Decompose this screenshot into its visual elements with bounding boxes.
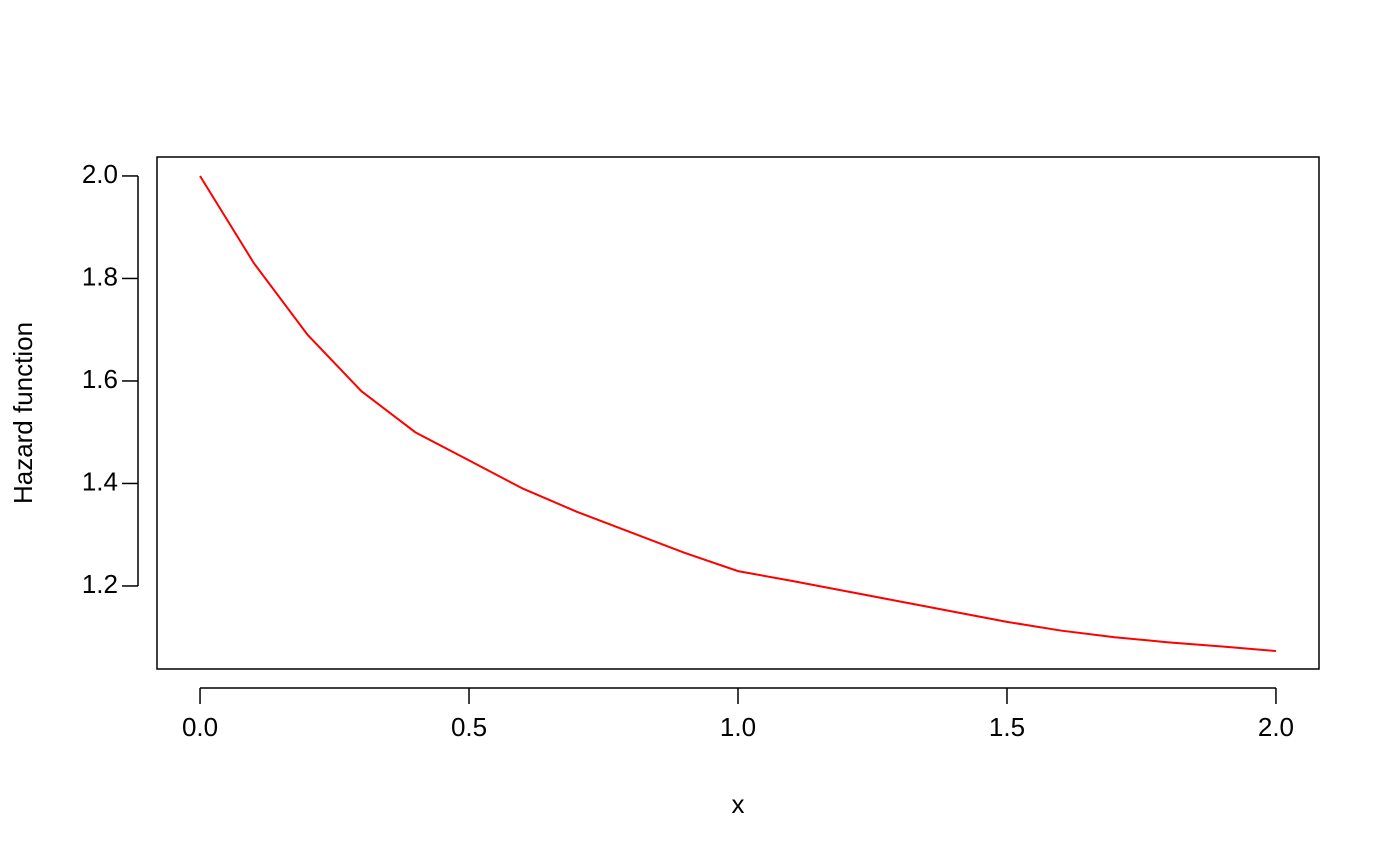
x-tick-label: 0.0 (182, 712, 218, 742)
line-series (199, 175, 1277, 653)
x-tick-label: 0.5 (451, 712, 487, 742)
plot-box (156, 156, 1320, 670)
x-axis-label: x (732, 789, 745, 819)
y-tick-label: 2.0 (82, 159, 118, 189)
y-tick-label: 1.8 (82, 261, 118, 291)
y-tick-label: 1.4 (82, 466, 118, 496)
x-tick-label: 2.0 (1258, 712, 1294, 742)
x-tick-label: 1.5 (989, 712, 1025, 742)
y-axis-label: Hazard function (8, 322, 38, 504)
y-tick-label: 1.2 (82, 569, 118, 599)
x-tick-label: 1.0 (720, 712, 756, 742)
y-tick-label: 1.6 (82, 364, 118, 394)
